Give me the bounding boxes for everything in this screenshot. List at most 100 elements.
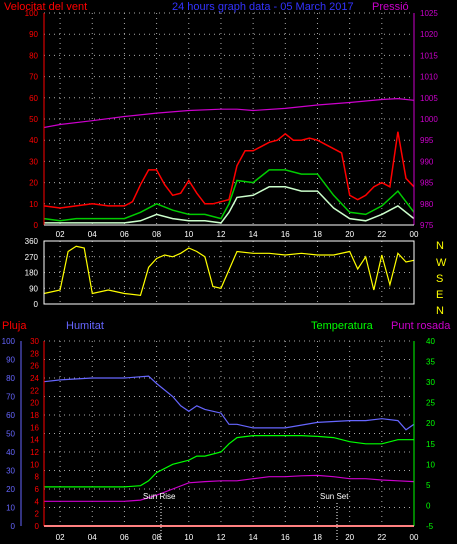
dewpoint-line (44, 474, 415, 502)
x-tick-label: 16 (281, 230, 290, 239)
dewpoint-label: Punt rosada (391, 320, 451, 332)
wind-gust-line (43, 131, 415, 209)
humidity-tick-label: 50 (6, 430, 15, 439)
rain-tick-label: 14 (30, 436, 39, 445)
wind-average-line (43, 169, 415, 222)
x-tick-label: 22 (377, 533, 386, 542)
pressure-tick-label: 1025 (420, 9, 438, 18)
humidity-line (43, 375, 415, 431)
x-tick-label: 14 (249, 533, 258, 542)
x-tick-label: 18 (313, 230, 322, 239)
rain-tick-label: 20 (30, 399, 39, 408)
wind-tick-label: 70 (29, 73, 38, 82)
wind-speed-label: Velocitat del vent (4, 1, 87, 13)
wind-tick-label: 80 (29, 51, 38, 60)
pressure-tick-label: 995 (420, 136, 434, 145)
direction-tick-label: 90 (29, 284, 38, 293)
x-tick-label: 10 (184, 533, 193, 542)
humidity-tick-label: 80 (6, 374, 15, 383)
rain-tick-label: 0 (35, 522, 40, 531)
rain-tick-label: 28 (30, 349, 39, 358)
wind-tick-label: 10 (29, 200, 38, 209)
direction-series (43, 245, 415, 296)
temperature-tick-label: 5 (426, 481, 431, 490)
wind-grid (44, 12, 415, 226)
temp-grid (44, 340, 415, 527)
wind-tick-label: 90 (29, 30, 38, 39)
rain-tick-label: 16 (30, 423, 39, 432)
x-tick-label: 22 (377, 230, 386, 239)
wind-tick-label: 30 (29, 157, 38, 166)
direction-tick-label: 270 (25, 253, 39, 262)
rain-tick-label: 22 (30, 386, 39, 395)
pressure-tick-label: 980 (420, 200, 434, 209)
x-tick-label: 12 (217, 230, 226, 239)
x-tick-label: 12 (217, 533, 226, 542)
compass-south: S (436, 273, 443, 285)
pressure-tick-label: 1005 (420, 94, 438, 103)
wind-direction-line (43, 245, 415, 296)
pressure-tick-label: 990 (420, 157, 434, 166)
x-tick-label: 08 (152, 533, 161, 542)
temperature-humidity-panel: 0102030405060708090100024681012141618202… (2, 320, 452, 542)
graph-date-title: 24 hours graph data - 05 March 2017 (172, 1, 354, 13)
rain-tick-label: 4 (35, 497, 40, 506)
wind-tick-label: 60 (29, 94, 38, 103)
wind-pressure-panel: 0102030405060708090100975980985990995100… (4, 1, 438, 239)
direction-tick-label: 0 (34, 300, 39, 309)
pressure-tick-label: 1020 (420, 30, 438, 39)
humidity-tick-label: 10 (6, 504, 15, 513)
x-tick-label: 02 (56, 230, 65, 239)
humidity-tick-label: 100 (2, 337, 16, 346)
x-tick-label: 08 (152, 230, 161, 239)
direction-tick-label: 360 (25, 237, 39, 246)
x-tick-label: 04 (88, 533, 97, 542)
x-tick-label: 10 (184, 230, 193, 239)
direction-tick-label: 180 (25, 269, 39, 278)
compass-east: E (436, 289, 443, 301)
rain-tick-label: 30 (30, 337, 39, 346)
x-tick-label: 06 (120, 230, 129, 239)
x-tick-label: 00 (410, 230, 419, 239)
compass-north-bottom: N (436, 305, 444, 317)
humidity-tick-label: 20 (6, 485, 15, 494)
x-tick-label: 16 (281, 533, 290, 542)
rain-tick-label: 12 (30, 448, 39, 457)
compass-west: W (436, 257, 447, 269)
humidity-label: Humitat (66, 320, 104, 332)
rain-tick-label: 2 (35, 510, 40, 519)
pressure-tick-label: 985 (420, 179, 434, 188)
temperature-tick-label: 0 (426, 501, 431, 510)
temperature-line (44, 435, 414, 488)
pressure-line (43, 97, 415, 129)
pressure-tick-label: 975 (420, 221, 434, 230)
humidity-tick-label: 40 (6, 448, 15, 457)
temperature-label: Temperatura (311, 320, 374, 332)
rain-tick-label: 8 (35, 473, 40, 482)
sunset-label: Sun Set (320, 492, 349, 501)
pressure-tick-label: 1015 (420, 51, 438, 60)
direction-frame (43, 240, 415, 305)
rain-label: Pluja (2, 320, 27, 332)
x-tick-label: 14 (249, 230, 258, 239)
temp-tick-labels: 0102030405060708090100024681012141618202… (2, 337, 436, 542)
wind-low-line (44, 186, 415, 224)
x-tick-label: 18 (313, 533, 322, 542)
x-tick-label: 06 (120, 533, 129, 542)
rain-tick-label: 24 (30, 374, 39, 383)
temperature-tick-label: 40 (426, 337, 435, 346)
wind-tick-label: 50 (29, 115, 38, 124)
temperature-tick-label: 25 (426, 399, 435, 408)
humidity-tick-label: 30 (6, 467, 15, 476)
temperature-tick-label: -5 (426, 522, 434, 531)
humidity-tick-label: 90 (6, 356, 15, 365)
rain-tick-label: 26 (30, 362, 39, 371)
humidity-tick-label: 70 (6, 393, 15, 402)
pressure-tick-label: 1000 (420, 115, 438, 124)
wind-direction-panel: 0 90 180 270 360 N W S E N (25, 237, 447, 317)
direction-tick-labels: 0 90 180 270 360 (25, 237, 39, 309)
rain-tick-label: 6 (35, 485, 40, 494)
x-tick-label: 04 (88, 230, 97, 239)
x-tick-label: 20 (345, 230, 354, 239)
humidity-tick-label: 60 (6, 411, 15, 420)
